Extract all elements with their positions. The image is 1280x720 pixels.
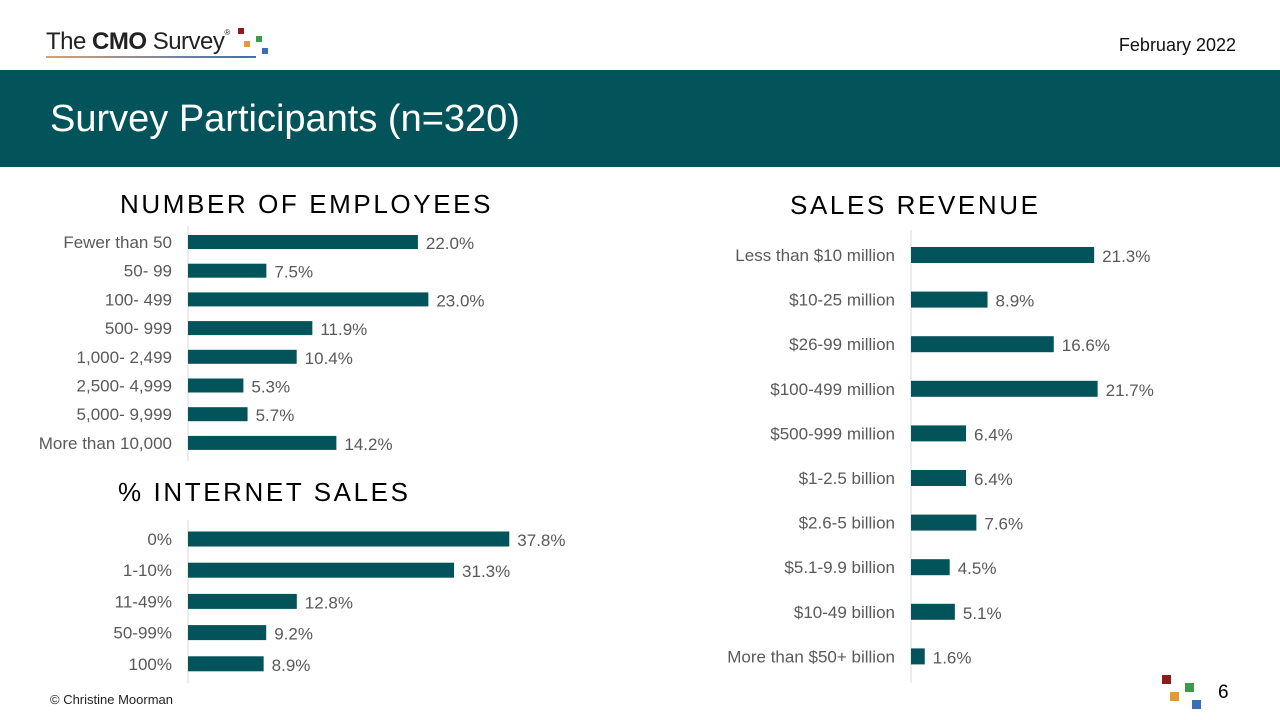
data-label: 22.0% <box>426 234 474 253</box>
category-label: $2.6-5 billion <box>799 514 895 533</box>
bar <box>188 531 510 547</box>
data-label: 21.3% <box>1102 247 1150 266</box>
data-label: 4.5% <box>958 559 997 578</box>
category-label: 500- 999 <box>105 319 172 338</box>
category-label: $100-499 million <box>770 380 895 399</box>
data-label: 21.7% <box>1106 381 1154 400</box>
data-label: 7.5% <box>274 263 313 282</box>
data-label: 11.9% <box>320 320 367 339</box>
category-label: 100- 499 <box>105 290 172 309</box>
bar <box>188 435 337 450</box>
category-label: $26-99 million <box>789 335 895 354</box>
bar <box>188 656 264 672</box>
bar <box>188 349 297 364</box>
employees-bar-chart: Fewer than 50 22.0% 50- 99 7.5% 100- 499 23.0… <box>39 226 485 462</box>
data-label: 1.6% <box>933 648 972 667</box>
data-label: 10.4% <box>305 349 353 368</box>
logo-text: The CMO Survey® <box>46 28 230 55</box>
data-label: 9.2% <box>274 625 313 644</box>
logo-square-green <box>256 36 262 42</box>
bar <box>911 470 967 486</box>
bar <box>188 235 418 249</box>
bar <box>188 378 244 393</box>
category-label: More than 10,000 <box>39 434 172 453</box>
category-label: 5,000- 9,999 <box>77 405 172 424</box>
category-label: 2,500- 4,999 <box>77 377 172 396</box>
page-number: 6 <box>1218 682 1229 703</box>
category-label: More than $50+ billion <box>727 647 895 666</box>
revenue-chart-title: SALES REVENUE <box>790 190 1041 220</box>
data-label: 7.6% <box>984 515 1023 534</box>
data-label: 5.7% <box>256 406 295 425</box>
category-label: Fewer than 50 <box>63 233 172 252</box>
data-label: 6.4% <box>974 425 1013 444</box>
report-date: February 2022 <box>1118 35 1236 55</box>
internet-sales-chart-title: % INTERNET SALES <box>118 477 411 507</box>
data-label: 5.3% <box>251 378 290 397</box>
bar <box>911 247 1095 263</box>
copyright: © Christine Moorman <box>50 692 174 707</box>
bar <box>911 559 950 576</box>
data-label: 6.4% <box>974 470 1013 489</box>
data-label: 12.8% <box>305 593 353 612</box>
footer-square-red <box>1162 675 1171 684</box>
bar <box>188 625 267 641</box>
logo-underline <box>46 56 256 58</box>
category-label: $10-25 million <box>789 291 895 310</box>
category-label: 50-99% <box>113 624 172 643</box>
data-label: 14.2% <box>344 435 392 454</box>
category-label: Less than $10 million <box>735 246 895 265</box>
category-label: 1-10% <box>123 561 172 580</box>
footer-square-orange <box>1170 692 1179 701</box>
bar <box>188 321 313 336</box>
title-banner <box>0 70 1280 167</box>
bar <box>188 593 297 609</box>
data-label: 23.0% <box>436 291 484 310</box>
bar <box>911 380 1098 397</box>
bar <box>911 425 967 442</box>
cmo-survey-logo: The CMO Survey® <box>46 28 276 60</box>
bar <box>911 514 977 531</box>
category-label: 50- 99 <box>124 262 172 281</box>
data-label: 5.1% <box>963 604 1002 623</box>
category-label: $1-2.5 billion <box>799 469 895 488</box>
category-label: $5.1-9.9 billion <box>784 558 895 577</box>
category-label: 0% <box>147 530 172 549</box>
data-label: 8.9% <box>996 292 1035 311</box>
bar <box>911 648 925 665</box>
bar <box>188 407 248 422</box>
category-label: 1,000- 2,499 <box>77 348 172 367</box>
logo-square-blue <box>262 48 268 54</box>
category-label: 100% <box>129 655 172 674</box>
logo-square-orange <box>244 41 250 47</box>
data-label: 37.8% <box>517 531 565 550</box>
bar <box>188 562 455 578</box>
bar <box>911 336 1054 353</box>
data-label: 8.9% <box>272 656 311 675</box>
footer-square-green <box>1185 683 1194 692</box>
category-label: 11-49% <box>115 592 172 611</box>
sales-revenue-bar-chart: Less than $10 million 21.3% $10-25 million… <box>727 230 1154 683</box>
bar <box>188 263 267 278</box>
data-label: 31.3% <box>462 562 510 581</box>
data-label: 16.6% <box>1062 336 1110 355</box>
bar <box>911 291 988 308</box>
footer-square-blue <box>1192 700 1201 709</box>
internet-sales-bar-chart: 0% 37.8% 1-10% 31.3% 11-49% 12.8% 50-99% 9.2% 10… <box>113 520 566 684</box>
page-title: Survey Participants (n=320) <box>50 98 520 140</box>
employees-chart-title: NUMBER OF EMPLOYEES <box>120 189 494 219</box>
category-label: $500-999 million <box>770 424 895 443</box>
bar <box>188 292 429 307</box>
bar <box>911 603 955 620</box>
logo-square-red <box>238 28 244 34</box>
category-label: $10-49 billion <box>794 603 895 622</box>
